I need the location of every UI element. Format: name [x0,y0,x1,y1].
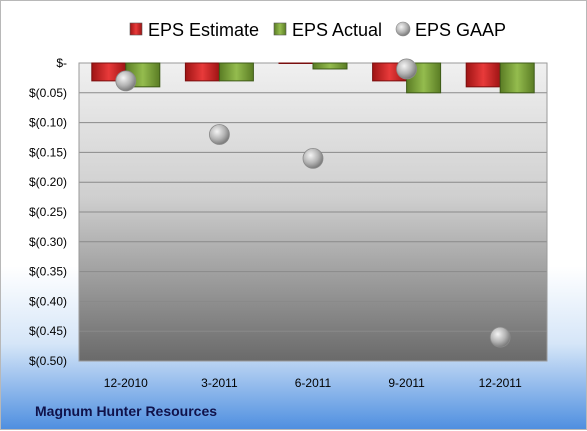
x-tick-label: 9-2011 [388,376,425,390]
bar-eps-estimate [184,62,220,82]
y-tick-label: $(0.45) [29,324,67,338]
x-tick-label: 3-2011 [201,376,238,390]
y-tick-label: $(0.40) [29,294,67,308]
y-tick-label: $(0.25) [29,205,67,219]
chart-caption: Magnum Hunter Resources [35,403,218,419]
bar-eps-estimate [278,62,314,64]
point-eps-gaap [208,124,230,145]
y-tick-label: $(0.15) [29,145,67,159]
legend-label: EPS GAAP [415,20,506,40]
y-tick-label: $(0.35) [29,265,67,279]
legend-swatch [273,22,287,36]
y-tick-label: $(0.10) [29,116,67,130]
x-tick-label: 12-2011 [479,376,522,390]
y-tick-label: $(0.20) [29,175,67,189]
y-tick-label: $(0.30) [29,235,67,249]
point-eps-gaap [115,70,137,92]
legend-swatch [395,21,411,37]
legend-label: EPS Estimate [148,20,259,40]
point-eps-gaap [396,58,418,80]
y-tick-label: $(0.05) [29,86,67,100]
bar-eps-actual [218,62,254,82]
point-eps-gaap [489,326,511,348]
y-tick-label: $- [56,56,67,70]
x-tick-label: 12-2010 [104,376,148,390]
legend-label: EPS Actual [292,20,382,40]
point-eps-gaap [302,147,324,169]
bar-eps-estimate [465,62,501,88]
y-tick-label: $(0.50) [29,354,67,368]
bar-eps-actual [312,62,348,70]
x-tick-label: 6-2011 [295,376,332,390]
bar-eps-actual [499,62,535,94]
legend-swatch [129,22,143,36]
